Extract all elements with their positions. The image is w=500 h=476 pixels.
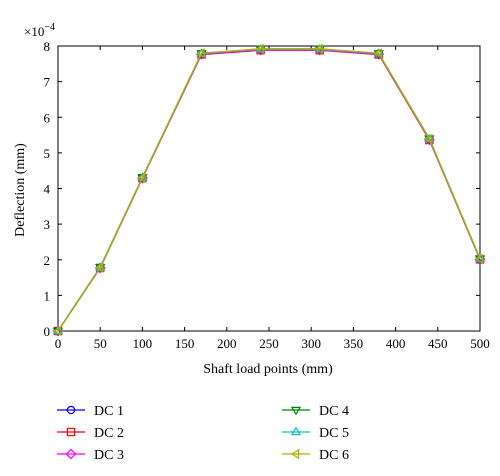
data-point-dc-6 — [255, 43, 264, 55]
y-tick-label: 8 — [44, 39, 51, 54]
x-tick-label: 150 — [175, 336, 195, 351]
series-line-dc-6 — [57, 48, 481, 332]
legend-label-dc-6: DC 6 — [319, 448, 349, 463]
x-tick-label: 250 — [259, 336, 279, 351]
data-point-dc-6 — [373, 47, 382, 59]
x-tick-label: 500 — [470, 336, 490, 351]
series-line-dc-4 — [57, 48, 481, 332]
legend-marker-dc-4 — [290, 406, 302, 416]
y-tick-label: 0 — [44, 324, 51, 339]
plot-area: 0 50 100 150 200 250 300 350 400 450 500 0 1 2 3 4 5 6 7 8 — [44, 39, 490, 351]
data-point-dc-6 — [52, 325, 62, 337]
legend-marker-dc-6 — [290, 448, 300, 460]
y-tick-label: 3 — [44, 217, 51, 232]
legend: DC 1 DC 2 DC 3 DC 4 DC 5 DC 6 — [57, 404, 349, 463]
data-point-dc-6 — [137, 172, 146, 183]
data-point-dc-6 — [424, 133, 433, 144]
x-tick-label: 50 — [94, 336, 107, 351]
legend-label-dc-3: DC 3 — [94, 448, 124, 463]
series-line-dc-3 — [57, 49, 481, 332]
y-scale-base: ×10 — [24, 24, 44, 39]
y-tick-label: 1 — [44, 288, 51, 303]
legend-marker-dc-5 — [290, 426, 302, 436]
data-point-dc-6 — [94, 262, 104, 273]
y-tick-label: 5 — [44, 146, 51, 161]
legend-label-dc-1: DC 1 — [94, 404, 124, 419]
axes-frame — [57, 45, 481, 332]
y-axis-title: Deflection (mm) — [13, 143, 28, 237]
legend-label-dc-4: DC 4 — [319, 404, 349, 419]
data-point-dc-6 — [314, 43, 323, 55]
y-tick-label: 7 — [44, 75, 51, 90]
legend-marker-dc-3 — [65, 448, 77, 460]
x-axis-title: Shaft load points (mm) — [203, 362, 333, 377]
y-tick-label: 6 — [44, 110, 51, 125]
series-line-dc-2 — [57, 49, 481, 332]
legend-label-dc-2: DC 2 — [94, 426, 124, 441]
x-tick-label: 450 — [428, 336, 448, 351]
x-tick-label: 0 — [55, 336, 62, 351]
legend-marker-dc-1 — [66, 405, 76, 415]
y-scale-exponent: −4 — [44, 22, 55, 33]
y-scale-factor: ×10−4 — [24, 22, 55, 39]
series-line-dc-5 — [57, 48, 481, 332]
data-point-dc-6 — [196, 47, 205, 59]
y-tick-label: 2 — [44, 253, 51, 268]
series-line-dc-1 — [57, 48, 481, 332]
x-tick-label: 400 — [386, 336, 406, 351]
x-tick-label: 350 — [344, 336, 364, 351]
x-tick-label: 100 — [133, 336, 153, 351]
legend-marker-dc-2 — [66, 427, 76, 437]
x-tick-label: 200 — [217, 336, 237, 351]
x-tick-label: 300 — [301, 336, 321, 351]
legend-label-dc-5: DC 5 — [319, 426, 349, 441]
data-point-dc-6 — [474, 253, 484, 264]
y-tick-label: 4 — [44, 182, 51, 197]
